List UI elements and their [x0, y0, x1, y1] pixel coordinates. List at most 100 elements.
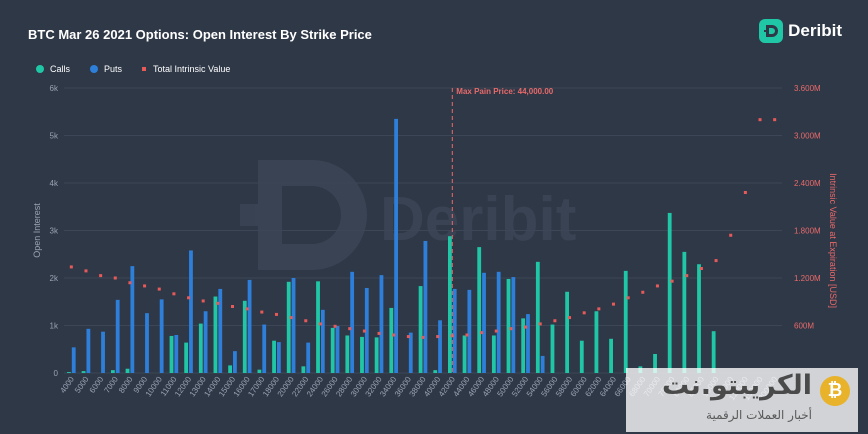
- point-intrinsic: [392, 333, 396, 337]
- x-tick-label: 6000: [88, 375, 106, 395]
- bar-puts: [364, 287, 369, 373]
- max-pain-label: Max Pain Price: 44,000.00: [456, 87, 554, 96]
- bar-calls: [609, 338, 613, 373]
- y-tick-label: 3k: [50, 227, 59, 236]
- point-intrinsic: [773, 118, 777, 122]
- intrinsic-swatch-icon: [142, 67, 147, 71]
- deribit-watermark: Deribit: [240, 160, 576, 270]
- point-intrinsic: [260, 310, 264, 314]
- point-intrinsic: [685, 274, 689, 278]
- x-tick-label: 8000: [117, 375, 135, 395]
- bar-puts: [276, 342, 281, 373]
- deribit-logo-icon: [759, 19, 784, 43]
- legend-label-intrinsic: Total Intrinsic Value: [153, 64, 231, 74]
- point-intrinsic: [641, 290, 645, 294]
- point-intrinsic: [231, 305, 235, 308]
- deribit-logo[interactable]: Deribit: [759, 19, 842, 43]
- bar-puts: [115, 299, 120, 373]
- bar-puts: [218, 288, 223, 373]
- y2-axis-title: Intrinsic Value at Expiration [USD]: [828, 173, 838, 308]
- point-intrinsic: [157, 287, 161, 291]
- y-tick-label: 4k: [50, 179, 59, 188]
- legend-item-calls[interactable]: Calls: [36, 64, 70, 74]
- bar-puts: [145, 313, 149, 373]
- point-intrinsic: [172, 292, 176, 296]
- point-intrinsic: [699, 267, 703, 270]
- point-intrinsic: [597, 307, 601, 311]
- point-intrinsic: [524, 325, 528, 329]
- point-intrinsic: [304, 319, 308, 323]
- chart-title: BTC Mar 26 2021 Options: Open Interest B…: [28, 27, 372, 42]
- bar-puts: [350, 271, 355, 373]
- bar-puts: [101, 331, 105, 373]
- puts-swatch-icon: [90, 65, 99, 73]
- bar-puts: [496, 271, 501, 373]
- bar-puts: [526, 314, 530, 373]
- bar-puts: [408, 332, 413, 373]
- y2-tick-label: 3.600M: [794, 84, 821, 93]
- point-intrinsic: [670, 279, 674, 283]
- point-intrinsic: [128, 281, 132, 285]
- bar-calls: [169, 335, 174, 373]
- bar-puts: [174, 335, 179, 373]
- point-intrinsic: [69, 265, 73, 269]
- point-intrinsic: [568, 316, 572, 320]
- bar-calls: [81, 371, 86, 373]
- point-intrinsic: [538, 322, 542, 326]
- legend-label-calls: Calls: [50, 64, 71, 74]
- bar-puts: [335, 325, 340, 373]
- x-tick-label: 7000: [102, 375, 120, 395]
- bar-calls: [184, 342, 189, 373]
- bar-puts: [159, 299, 164, 373]
- watermark-text: الكريبتو.نت: [662, 370, 812, 401]
- point-intrinsic: [626, 296, 630, 300]
- bar-calls: [286, 281, 291, 373]
- point-intrinsic: [465, 333, 469, 337]
- bar-calls: [594, 311, 599, 373]
- point-intrinsic: [333, 324, 337, 328]
- bar-calls: [242, 300, 247, 373]
- legend-item-puts[interactable]: Puts: [90, 64, 122, 74]
- y2-tick-label: 600M: [794, 322, 814, 331]
- y-tick-label: 6k: [50, 84, 59, 93]
- bar-calls: [257, 369, 262, 373]
- bar-puts: [511, 277, 516, 373]
- legend-item-intrinsic[interactable]: Total Intrinsic Value: [142, 64, 230, 74]
- bar-puts: [247, 279, 252, 373]
- bar-calls: [521, 318, 526, 373]
- bar-calls: [213, 296, 218, 373]
- bar-calls: [360, 336, 364, 373]
- bar-puts: [233, 351, 237, 373]
- point-intrinsic: [758, 118, 762, 122]
- bar-calls: [272, 340, 276, 373]
- bar-calls: [447, 236, 452, 373]
- bar-calls: [433, 370, 438, 373]
- bar-puts: [320, 309, 325, 373]
- bar-puts: [71, 347, 76, 373]
- bar-puts: [438, 320, 442, 373]
- watermark-subtext: أخبار العملات الرقمية: [706, 408, 812, 422]
- y-tick-label: 0: [54, 369, 59, 378]
- point-intrinsic: [187, 296, 191, 300]
- point-intrinsic: [436, 335, 440, 339]
- point-intrinsic: [201, 299, 205, 303]
- bar-puts: [540, 355, 545, 373]
- bar-calls: [579, 340, 584, 373]
- bar-calls: [316, 281, 320, 373]
- bar-puts: [130, 266, 135, 373]
- svg-text:Deribit: Deribit: [380, 185, 576, 254]
- point-intrinsic: [113, 276, 117, 280]
- point-intrinsic: [362, 329, 366, 333]
- point-intrinsic: [421, 335, 425, 339]
- point-intrinsic: [348, 327, 352, 331]
- bar-calls: [506, 278, 511, 373]
- bar-puts: [379, 275, 384, 373]
- point-intrinsic: [99, 274, 103, 278]
- y-tick-label: 5k: [50, 132, 59, 141]
- watermark-banner: الكريبتو.نت أخبار العملات الرقمية ₿: [626, 368, 858, 432]
- point-intrinsic: [714, 259, 718, 263]
- bar-calls: [67, 372, 71, 373]
- chart-legend: Calls Puts Total Intrinsic Value: [36, 64, 250, 74]
- bar-puts: [306, 342, 311, 373]
